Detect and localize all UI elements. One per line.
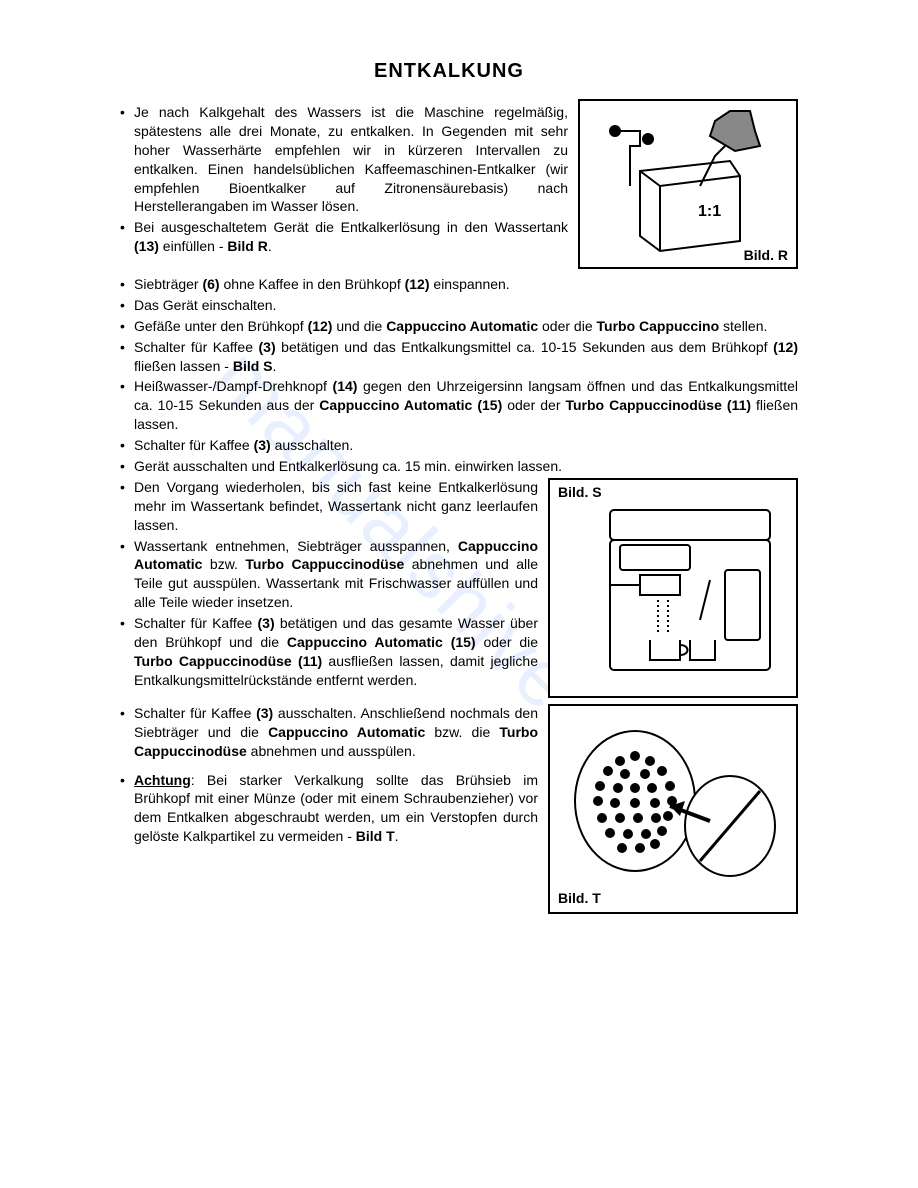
text: fließen lassen - xyxy=(134,358,233,374)
text: . xyxy=(273,358,277,374)
text: Schalter für Kaffee xyxy=(134,705,256,721)
text: betätigen und das Entkalkungsmittel ca. … xyxy=(276,339,773,355)
text: (3) xyxy=(254,437,271,453)
bullet-item: Gerät ausschalten und Entkalkerlösung ca… xyxy=(120,457,798,476)
text: . xyxy=(395,828,399,844)
bullet-item: Das Gerät einschalten. xyxy=(120,296,798,315)
text: Wassertank entnehmen, Siebträger ausspan… xyxy=(134,538,458,554)
text: Achtung xyxy=(134,772,191,788)
text: (12) xyxy=(773,339,798,355)
text: (15) xyxy=(451,634,476,650)
text: einfüllen - xyxy=(159,238,227,254)
text: Siebträger xyxy=(134,276,202,292)
bullet-item: Heißwasser-/Dampf-Drehknopf (14) gegen d… xyxy=(120,377,798,434)
text: (13) xyxy=(134,238,159,254)
text: Cappuccino Automatic xyxy=(386,318,538,334)
bullet-item: Je nach Kalkgehalt des Wassers ist die M… xyxy=(120,103,798,216)
bullet-list: Siebträger (6) ohne Kaffee in den Brühko… xyxy=(100,275,798,476)
text: Bild S xyxy=(233,358,273,374)
bullet-list: Schalter für Kaffee (3) ausschalten. Ans… xyxy=(100,704,798,761)
bullet-item: Schalter für Kaffee (3) betätigen und da… xyxy=(120,338,798,376)
bullet-item: Siebträger (6) ohne Kaffee in den Brühko… xyxy=(120,275,798,294)
bullet-item: Schalter für Kaffee (3) betätigen und da… xyxy=(120,614,798,690)
text: (3) xyxy=(258,615,275,631)
text: (3) xyxy=(256,705,273,721)
text: ausschalten. xyxy=(271,437,354,453)
text: bzw. xyxy=(202,556,245,572)
text: Bild T xyxy=(356,828,395,844)
text: oder der xyxy=(502,397,565,413)
bullet-list: Achtung: Bei starker Verkalkung sollte d… xyxy=(100,771,798,847)
text: Das Gerät einschalten. xyxy=(134,297,276,313)
text: (6) xyxy=(202,276,219,292)
text: (14) xyxy=(333,378,358,394)
text: oder die xyxy=(538,318,596,334)
text: (3) xyxy=(259,339,276,355)
bullet-item: Schalter für Kaffee (3) ausschalten. Ans… xyxy=(120,704,798,761)
text xyxy=(443,634,451,650)
text: (12) xyxy=(308,318,333,334)
bullet-list: Den Vorgang wiederholen, bis sich fast k… xyxy=(100,478,798,690)
bullet-item: Wassertank entnehmen, Siebträger ausspan… xyxy=(120,537,798,613)
text: abnehmen und ausspülen. xyxy=(247,743,416,759)
text: Turbo Cappuccinodüse xyxy=(134,653,292,669)
text: einspannen. xyxy=(430,276,510,292)
text: (11) xyxy=(298,653,322,669)
text: Bild R xyxy=(227,238,267,254)
text: Turbo Cappuccinodüse xyxy=(245,556,404,572)
text: Turbo Cappuccino xyxy=(597,318,720,334)
text: (12) xyxy=(405,276,430,292)
text: Gefäße unter den Brühkopf xyxy=(134,318,308,334)
bullet-item: Achtung: Bei starker Verkalkung sollte d… xyxy=(120,771,798,847)
text: Gerät ausschalten und Entkalkerlösung ca… xyxy=(134,458,562,474)
figure-t-label: Bild. T xyxy=(558,890,601,906)
text: oder die xyxy=(476,634,538,650)
text: Cappuccino Automatic xyxy=(287,634,443,650)
text: bzw. die xyxy=(425,724,499,740)
text: stellen. xyxy=(719,318,767,334)
text: (11) xyxy=(727,397,751,413)
bullet-list: Je nach Kalkgehalt des Wassers ist die M… xyxy=(100,103,798,256)
text: Schalter für Kaffee xyxy=(134,615,258,631)
text: Turbo Cappuccinodüse xyxy=(565,397,721,413)
bullet-item: Den Vorgang wiederholen, bis sich fast k… xyxy=(120,478,798,535)
text: (15) xyxy=(477,397,502,413)
text: Heißwasser-/Dampf-Drehknopf xyxy=(134,378,333,394)
text: Cappuccino Automatic xyxy=(319,397,472,413)
bullet-item: Gefäße unter den Brühkopf (12) und die C… xyxy=(120,317,798,336)
text: Den Vorgang wiederholen, bis sich fast k… xyxy=(134,479,538,533)
text: Schalter für Kaffee xyxy=(134,437,254,453)
text: ohne Kaffee in den Brühkopf xyxy=(220,276,405,292)
text: Cappuccino Automatic xyxy=(268,724,425,740)
text: : Bei starker Verkalkung sollte das Brüh… xyxy=(134,772,538,845)
text: . xyxy=(268,238,272,254)
bullet-item: Bei ausgeschaltetem Gerät die Entkalkerl… xyxy=(120,218,798,256)
text: und die xyxy=(332,318,386,334)
text: Bei ausgeschaltetem Gerät die Entkalkerl… xyxy=(134,219,568,235)
bullet-item: Schalter für Kaffee (3) ausschalten. xyxy=(120,436,798,455)
page-content: ENTKALKUNG 1:1 Bild. R xyxy=(100,60,798,920)
text: Je nach Kalkgehalt des Wassers ist die M… xyxy=(134,104,568,214)
text: Schalter für Kaffee xyxy=(134,339,259,355)
page-title: ENTKALKUNG xyxy=(100,60,798,83)
